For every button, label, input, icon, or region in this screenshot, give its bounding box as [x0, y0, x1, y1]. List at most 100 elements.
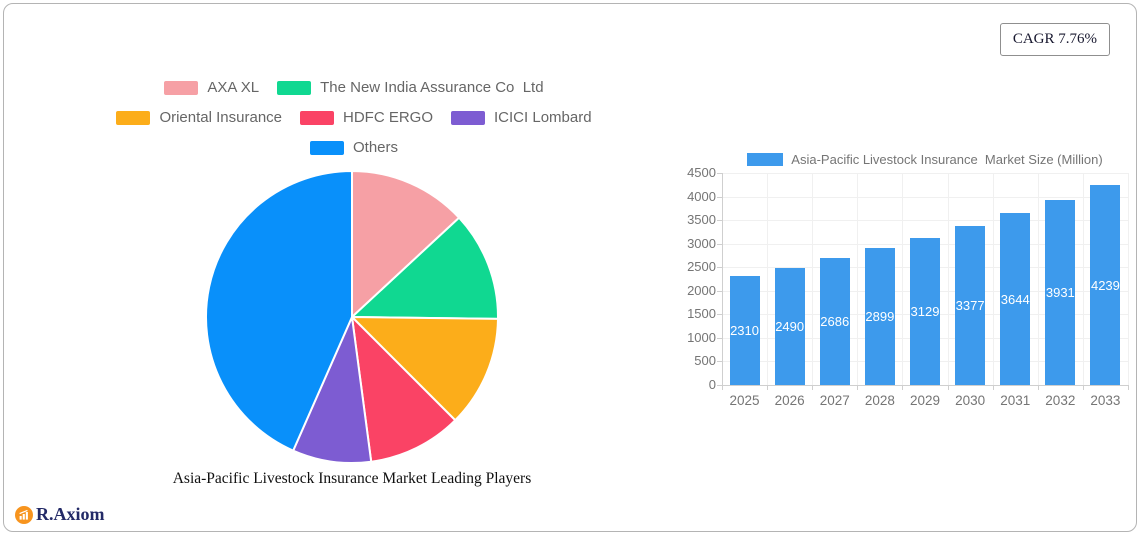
y-axis-tick [717, 243, 722, 245]
x-axis-label: 2025 [729, 393, 760, 408]
x-axis-label: 2030 [955, 393, 986, 408]
y-axis-tick [717, 337, 722, 339]
bar-legend-swatch [747, 153, 784, 166]
bar-2032[interactable]: 3931 [1045, 199, 1076, 385]
y-axis-tick [717, 196, 722, 198]
bar-value-label: 3931 [1045, 284, 1075, 300]
bar-2027[interactable]: 2686 [819, 258, 850, 385]
y-axis-tick [717, 220, 722, 222]
gridline [767, 173, 769, 385]
legend-swatch-the-new-india-assurance-co-ltd [277, 80, 312, 95]
pie-slice-others[interactable] [204, 170, 353, 452]
gridline [722, 173, 1128, 174]
legend-item-icici-lombard[interactable]: ICICI Lombard [451, 109, 592, 126]
gridline [992, 173, 994, 385]
gridline [722, 220, 1128, 222]
brand-logo-chart-icon [15, 505, 33, 524]
gridline [722, 196, 1128, 198]
report-card: CAGR 7.76% AXA XL The New India Assurance… [3, 3, 1137, 532]
bar-2033[interactable]: 4239 [1090, 185, 1121, 385]
cagr-badge: CAGR 7.76% [999, 23, 1110, 56]
bar-value-label: 3377 [955, 297, 985, 313]
legend-item-oriental-insurance[interactable]: Oriental Insurance [116, 109, 282, 126]
y-axis-tick [717, 173, 722, 174]
x-axis-tick [857, 385, 859, 390]
gridline [812, 173, 814, 385]
x-axis-label: 2033 [1090, 393, 1121, 408]
bar-2030[interactable]: 3377 [955, 225, 986, 385]
y-axis-label: 0 [708, 377, 716, 392]
bar-chart-legend[interactable]: Asia-Pacific Livestock Insurance Market … [722, 152, 1128, 167]
legend-label: Others [352, 139, 398, 156]
y-axis-label: 2000 [687, 282, 716, 298]
x-axis-tick [767, 385, 769, 390]
bar-chart: 0 500 1000 1500 2000 2500 3000 3500 4000 4500 2310… [684, 144, 1136, 424]
x-axis-tick [812, 385, 814, 390]
pie-slice-axa-xl[interactable] [351, 170, 461, 318]
legend-swatch-oriental-insurance [116, 110, 151, 125]
bar-value-label: 4239 [1090, 277, 1120, 293]
y-axis-tick [717, 385, 722, 386]
bar-chart-panel: Asia-Pacific Livestock Insurance Market … [684, 144, 1136, 424]
bar-value-label: 3644 [1000, 291, 1030, 307]
bar-value-label: 2899 [865, 309, 895, 325]
legend-label: AXA XL [207, 79, 260, 96]
pie-slice-hdfc-ergo[interactable] [351, 316, 457, 463]
legend-item-the-new-india-assurance-co-ltd[interactable]: The New India Assurance Co Ltd [277, 79, 544, 96]
legend-item-axa-xl[interactable]: AXA XL [164, 79, 259, 96]
bar-2026[interactable]: 2490 [774, 267, 805, 385]
x-axis-label: 2026 [774, 393, 805, 408]
gridline [947, 173, 949, 385]
bar-2029[interactable]: 3129 [910, 237, 940, 385]
gridline [1037, 173, 1039, 385]
y-axis-label: 3500 [687, 212, 716, 228]
bar-value-label: 2490 [775, 318, 805, 334]
y-axis-line [722, 173, 723, 385]
y-axis-label: 3000 [687, 235, 716, 251]
bar-legend-label: Asia-Pacific Livestock Insurance Market … [791, 152, 1103, 167]
y-axis-label: 1000 [687, 329, 716, 345]
pie-legend-row: Oriental Insurance HDFC ERGO ICICI Lombard [116, 109, 592, 126]
brand-logo-text: R.Axiom [36, 504, 105, 524]
pie-legend: AXA XL The New India Assurance Co Ltd Orie… [4, 79, 704, 156]
y-axis-label: 2500 [687, 259, 716, 275]
x-axis-tick [902, 385, 904, 390]
legend-item-hdfc-ergo[interactable]: HDFC ERGO [300, 109, 433, 126]
legend-swatch-hdfc-ergo [300, 110, 335, 125]
legend-swatch-axa-xl [164, 80, 199, 95]
bar-2031[interactable]: 3644 [1000, 213, 1031, 385]
y-axis-label: 4500 [687, 165, 716, 180]
gridline [1082, 173, 1084, 385]
x-axis-line [722, 385, 1128, 386]
x-axis-label: 2031 [1000, 393, 1031, 408]
x-axis-tick [1037, 385, 1039, 390]
y-axis-tick [717, 314, 722, 316]
legend-label: Oriental Insurance [159, 109, 283, 126]
bar-2028[interactable]: 2899 [864, 248, 895, 385]
gridline [857, 173, 859, 385]
pie-slice-oriental-insurance[interactable] [351, 316, 499, 422]
legend-label: HDFC ERGO [343, 109, 434, 126]
pie-legend-row: AXA XL The New India Assurance Co Ltd [164, 79, 544, 96]
y-axis-label: 1500 [687, 306, 716, 322]
pie-legend-row: Others [309, 139, 398, 156]
x-axis-label: 2029 [909, 393, 941, 408]
gridline [902, 173, 904, 385]
y-axis-tick [717, 267, 722, 269]
legend-label: The New India Assurance Co Ltd [320, 79, 544, 96]
y-axis-tick [717, 290, 722, 292]
bar-2025[interactable]: 2310 [729, 276, 760, 385]
legend-item-others[interactable]: Others [309, 139, 398, 156]
legend-swatch-others [309, 140, 344, 155]
brand-logo: R.Axiom [15, 504, 105, 525]
x-axis-tick [1082, 385, 1084, 390]
bar-value-label: 3129 [910, 303, 940, 319]
x-axis-tick [992, 385, 994, 390]
pie-chart[interactable] [202, 167, 502, 467]
x-axis-tick [947, 385, 949, 390]
y-axis-label: 4000 [687, 188, 716, 204]
y-axis-tick [717, 361, 722, 363]
x-axis-label: 2028 [864, 393, 895, 408]
y-axis-label: 500 [694, 353, 716, 369]
pie-slice-the-new-india-assurance-co-ltd[interactable] [351, 216, 499, 320]
